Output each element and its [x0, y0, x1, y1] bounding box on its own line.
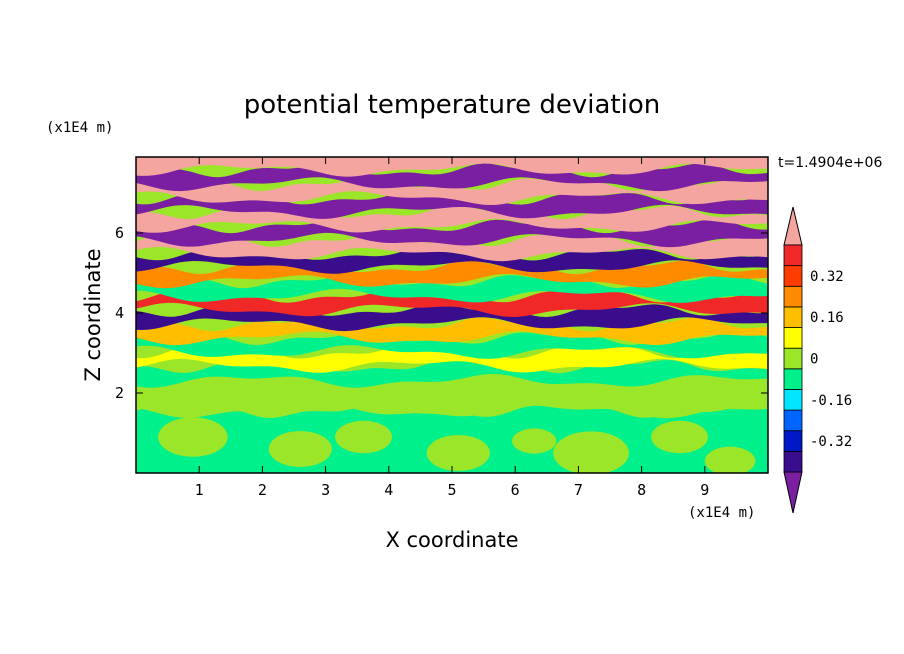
field-band [136, 232, 768, 262]
field-patch [268, 431, 332, 467]
colorbar-box [783, 327, 803, 349]
x-tick-label: 8 [637, 481, 646, 499]
y-axis: 2 4 6 [115, 224, 768, 402]
contour-field [136, 157, 768, 473]
colorbar-box [783, 368, 803, 390]
field-band [136, 163, 768, 192]
x-tick-label: 5 [447, 481, 456, 499]
colorbar-tick-label: -0.16 [810, 393, 852, 409]
colorbar-box [783, 389, 803, 411]
time-label: t=1.4904e+06 [778, 155, 882, 171]
colorbar-tick-label: 0 [810, 352, 818, 368]
field-band [136, 274, 768, 303]
colorbar-max-arrow [783, 206, 803, 246]
field-band [136, 157, 768, 177]
field-band [136, 317, 768, 346]
field-patch [158, 417, 228, 457]
colorbar-box [783, 265, 803, 287]
x-tick-label: 4 [384, 481, 393, 499]
x-tick-label: 3 [321, 481, 330, 499]
colorbar-min-arrow [783, 471, 803, 514]
y-axis-label: Z coordinate [81, 248, 105, 381]
field-band [136, 219, 768, 248]
field-band [136, 344, 768, 373]
colorbar-box [783, 409, 803, 432]
y-tick-label: 6 [115, 224, 124, 242]
colorbar-box [783, 450, 803, 473]
field-patch [512, 428, 557, 454]
x-unit-label: (x1E4 m) [688, 505, 755, 521]
x-tick-label: 7 [574, 481, 583, 499]
field-patch [704, 446, 756, 473]
field-band [136, 288, 768, 317]
colorbar: 0.32 0.16 0 -0.16 -0.32 [783, 206, 852, 514]
field-band [136, 190, 768, 219]
colorbar-box [783, 244, 803, 267]
colorbar-tick-label: 0.32 [810, 269, 844, 285]
x-axis: 1 2 3 4 5 6 7 8 9 [195, 157, 709, 499]
colorbar-box [783, 347, 803, 370]
colorbar-box [783, 430, 803, 452]
y-unit-label: (x1E4 m) [46, 120, 113, 136]
x-axis-label: X coordinate [385, 528, 518, 552]
colorbar-box [783, 285, 803, 308]
colorbar-tick-label: 0.16 [810, 310, 844, 326]
colorbar-box [783, 306, 803, 328]
y-tick-label: 2 [115, 384, 124, 402]
chart-title: potential temperature deviation [244, 90, 660, 120]
x-tick-label: 1 [195, 481, 204, 499]
x-tick-label: 2 [258, 481, 267, 499]
x-tick-label: 9 [700, 481, 709, 499]
y-tick-label: 4 [115, 304, 124, 322]
field-band [136, 176, 768, 205]
colorbar-tick-label: -0.32 [810, 434, 852, 450]
field-patch [651, 420, 708, 454]
field-patch [426, 435, 490, 471]
field-band [136, 331, 768, 359]
field-patch [335, 420, 392, 454]
field-patch [553, 431, 629, 473]
x-tick-label: 6 [511, 481, 520, 499]
field-band [136, 374, 768, 419]
field-band [136, 247, 768, 274]
